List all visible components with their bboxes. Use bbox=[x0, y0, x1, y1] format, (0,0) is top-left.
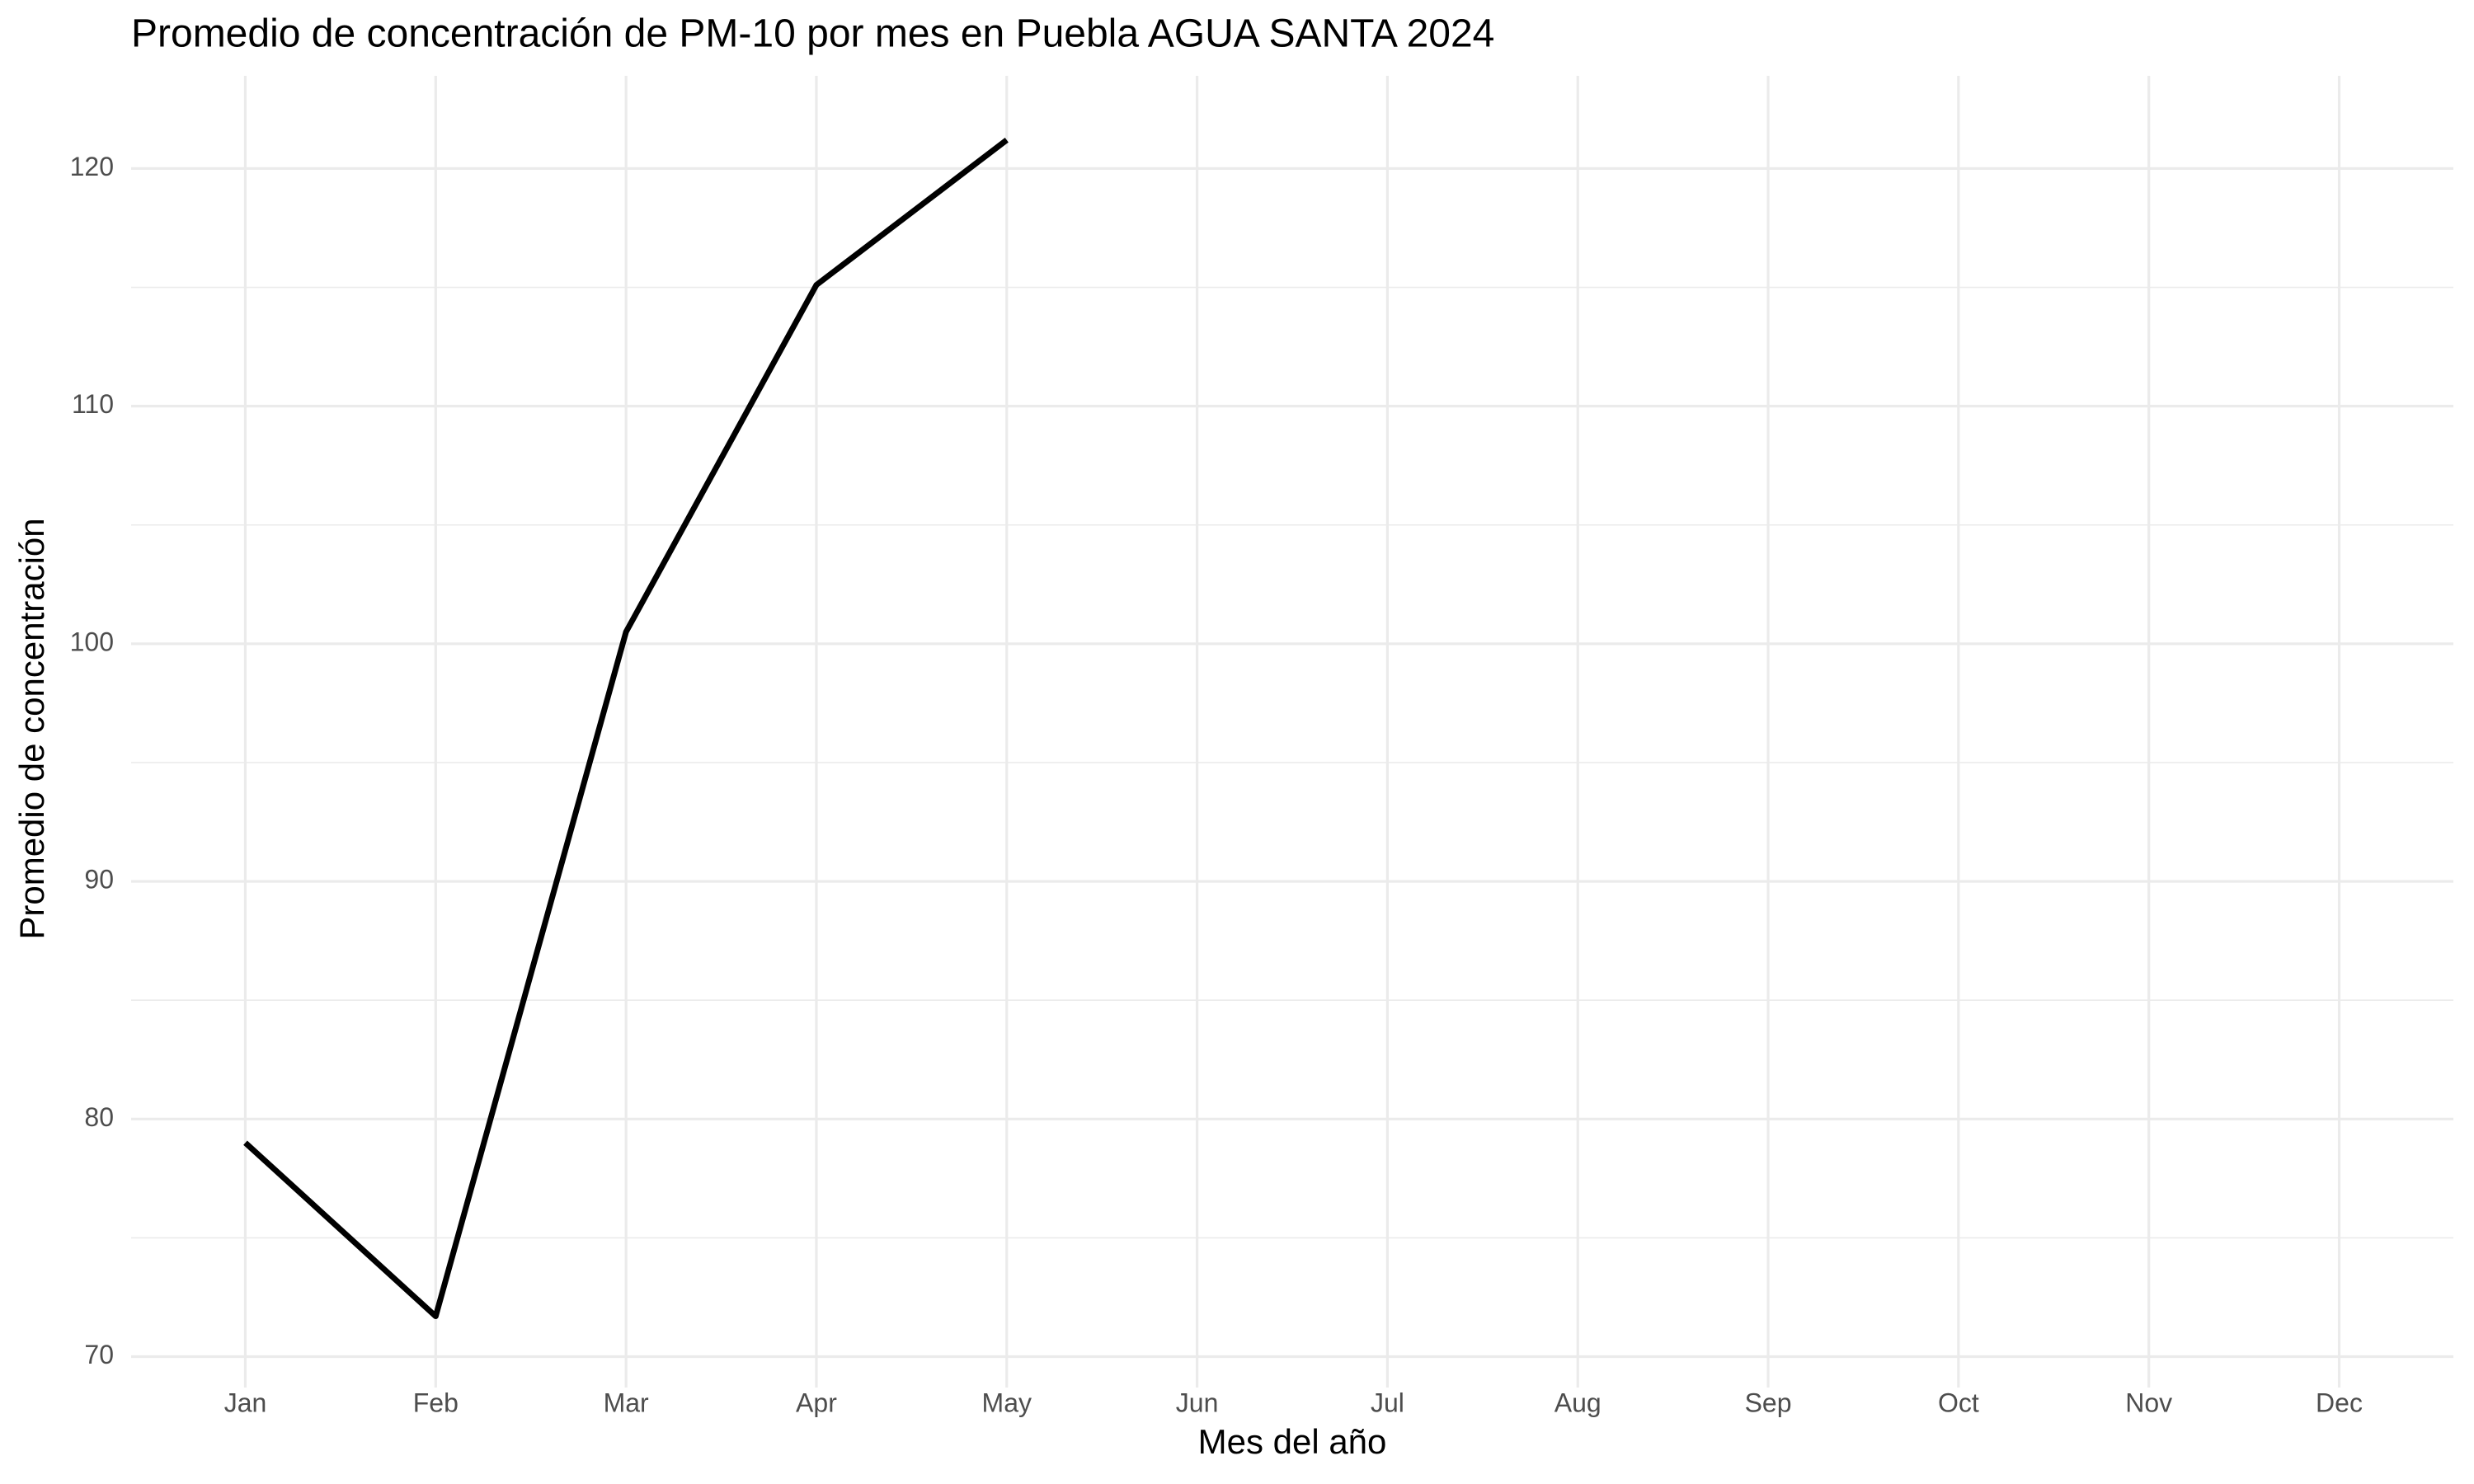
x-tick-label: Feb bbox=[413, 1388, 459, 1417]
x-tick-label: Oct bbox=[1938, 1388, 1979, 1417]
y-tick-label: 80 bbox=[84, 1102, 114, 1132]
x-tick-label: Nov bbox=[2125, 1388, 2172, 1417]
y-tick-label: 90 bbox=[84, 865, 114, 895]
x-tick-label: Aug bbox=[1554, 1388, 1602, 1417]
y-tick-label: 70 bbox=[84, 1340, 114, 1369]
x-tick-label: Jan bbox=[224, 1388, 267, 1417]
y-axis-title: Promedio de concentración bbox=[12, 518, 51, 939]
x-tick-label: Mar bbox=[604, 1388, 649, 1417]
data-line bbox=[243, 138, 1009, 1320]
x-tick-label: Dec bbox=[2316, 1388, 2363, 1417]
x-tick-label: Sep bbox=[1745, 1388, 1792, 1417]
x-tick-label: Jun bbox=[1176, 1388, 1219, 1417]
x-tick-label: May bbox=[982, 1388, 1032, 1417]
x-tick-label: Jul bbox=[1371, 1388, 1404, 1417]
chart-title: Promedio de concentración de PM-10 por m… bbox=[131, 12, 1494, 56]
y-tick-label: 120 bbox=[70, 152, 114, 181]
y-tick-label: 100 bbox=[70, 627, 114, 656]
x-axis-title: Mes del año bbox=[1198, 1422, 1387, 1461]
x-tick-label: Apr bbox=[796, 1388, 837, 1417]
y-tick-label: 110 bbox=[72, 389, 114, 419]
